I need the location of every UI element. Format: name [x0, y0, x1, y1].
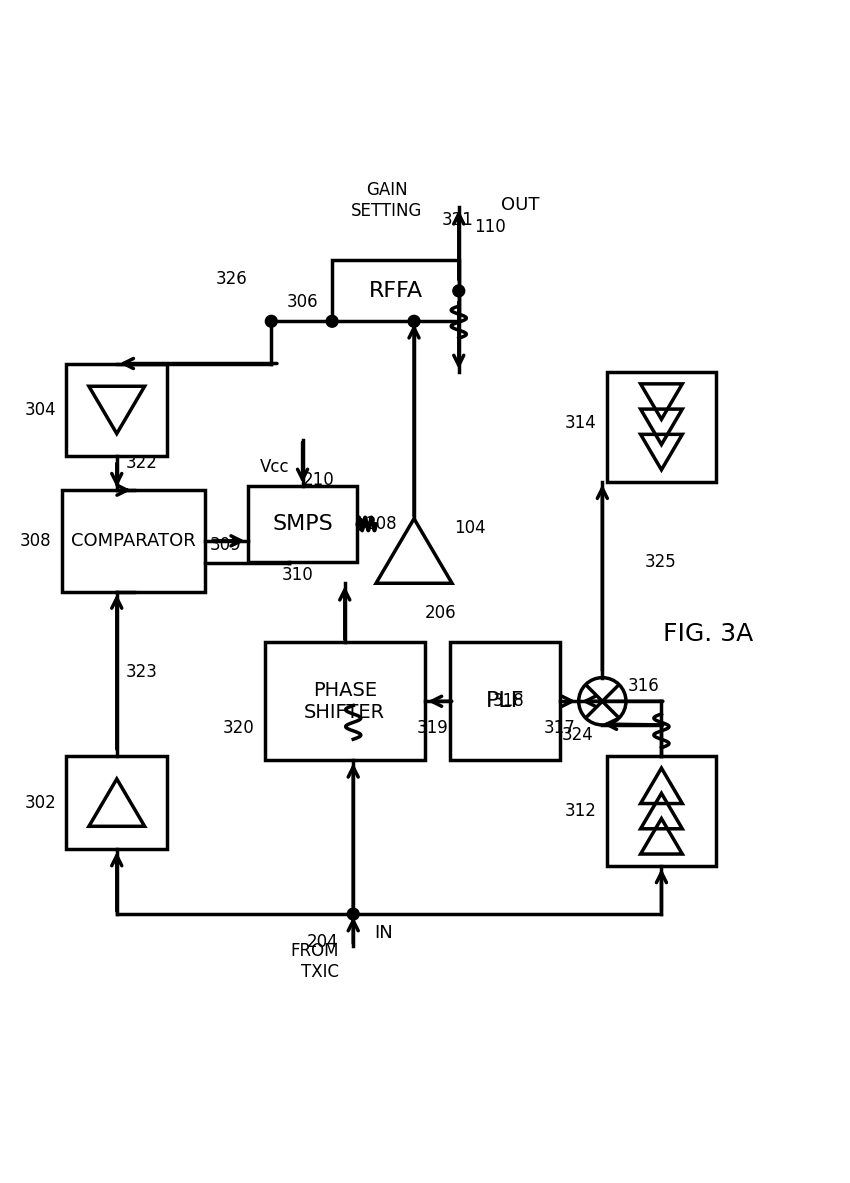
Text: FIG. 3A: FIG. 3A	[663, 622, 753, 646]
Text: 312: 312	[564, 802, 597, 820]
Text: COMPARATOR: COMPARATOR	[71, 532, 196, 550]
Text: 206: 206	[425, 603, 456, 621]
Text: PHASE
SHIFTER: PHASE SHIFTER	[304, 680, 385, 722]
Circle shape	[326, 316, 338, 328]
Text: 104: 104	[455, 519, 486, 537]
Text: 110: 110	[474, 218, 506, 235]
Text: 308: 308	[20, 532, 52, 550]
Text: 314: 314	[564, 414, 597, 432]
Text: 322: 322	[125, 454, 157, 472]
Circle shape	[265, 316, 277, 328]
Circle shape	[453, 285, 465, 297]
Bar	[607, 756, 717, 866]
Text: 326: 326	[216, 270, 247, 287]
Text: 210: 210	[303, 471, 334, 489]
Text: OUT: OUT	[501, 195, 540, 214]
Bar	[607, 371, 717, 481]
Text: 309: 309	[210, 536, 241, 554]
Bar	[247, 486, 358, 562]
Text: 323: 323	[125, 662, 157, 680]
Text: 324: 324	[562, 726, 593, 744]
Text: Vcc: Vcc	[260, 458, 290, 476]
Text: 204: 204	[307, 933, 339, 951]
Text: 208: 208	[366, 515, 398, 534]
Text: 319: 319	[416, 719, 448, 737]
Text: FROM
TXIC: FROM TXIC	[291, 942, 339, 981]
Text: 310: 310	[281, 565, 313, 583]
Text: IN: IN	[374, 924, 393, 943]
Text: SMPS: SMPS	[272, 513, 333, 534]
Text: 302: 302	[25, 794, 56, 812]
Text: PLF: PLF	[486, 691, 524, 711]
Bar	[264, 642, 425, 761]
Text: 325: 325	[644, 552, 677, 571]
Text: 320: 320	[223, 719, 254, 737]
Circle shape	[348, 909, 360, 920]
Bar	[66, 756, 167, 849]
Circle shape	[408, 316, 420, 328]
Text: GAIN
SETTING: GAIN SETTING	[351, 181, 422, 220]
Text: 306: 306	[287, 293, 319, 311]
Bar	[66, 363, 167, 457]
Text: 304: 304	[25, 401, 56, 419]
Text: 321: 321	[442, 211, 473, 230]
Text: 316: 316	[627, 677, 660, 696]
Text: 317: 317	[543, 719, 575, 737]
Text: RFFA: RFFA	[368, 280, 422, 300]
Text: 318: 318	[492, 692, 524, 710]
Bar	[62, 490, 206, 592]
Bar	[332, 260, 459, 322]
Bar	[450, 642, 560, 761]
